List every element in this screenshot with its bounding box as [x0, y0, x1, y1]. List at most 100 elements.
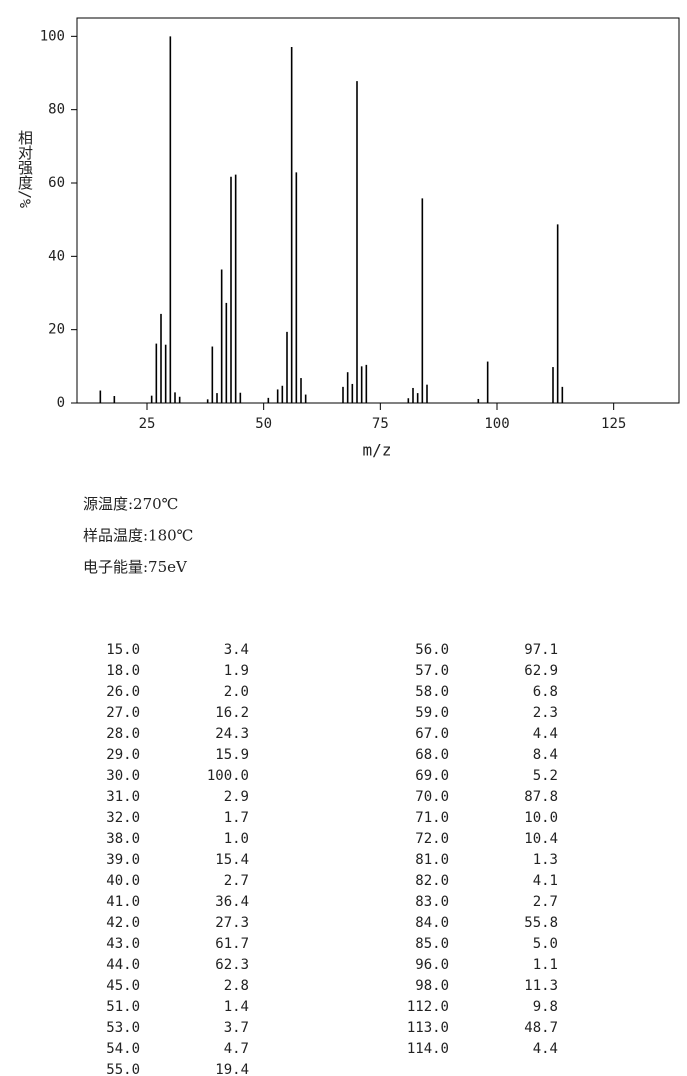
x-tick-label: 100	[484, 416, 509, 432]
intensity-cell: 4.7	[224, 1041, 249, 1057]
x-axis-label: m/z	[363, 441, 392, 460]
intensity-cell: 2.9	[224, 789, 249, 805]
mz-cell: 42.0	[106, 915, 140, 931]
mz-cell: 39.0	[106, 852, 140, 868]
intensity-cell: 87.8	[524, 789, 558, 805]
y-tick-label: 0	[57, 395, 65, 411]
mz-cell: 26.0	[106, 684, 140, 700]
mz-cell: 68.0	[415, 747, 449, 763]
mz-cell: 82.0	[415, 873, 449, 889]
mz-cell: 55.0	[106, 1062, 140, 1076]
intensity-cell: 24.3	[215, 726, 249, 742]
mz-cell: 56.0	[415, 642, 449, 658]
mz-cell: 43.0	[106, 936, 140, 952]
intensity-cell: 48.7	[524, 1020, 558, 1036]
intensity-cell: 11.3	[524, 978, 558, 994]
y-tick-label: 60	[48, 175, 65, 191]
plot-frame	[76, 17, 680, 404]
mz-cell: 44.0	[106, 957, 140, 973]
intensity-cell: 2.0	[224, 684, 249, 700]
intensity-cell: 55.8	[524, 915, 558, 931]
intensity-cell: 6.8	[533, 684, 558, 700]
intensity-cell: 10.0	[524, 810, 558, 826]
mz-cell: 112.0	[407, 999, 449, 1015]
mz-cell: 59.0	[415, 705, 449, 721]
intensity-cell: 62.9	[524, 663, 558, 679]
intensity-cell: 1.3	[533, 852, 558, 868]
intensity-cell: 15.9	[215, 747, 249, 763]
intensity-cell: 1.1	[533, 957, 558, 973]
mz-cell: 69.0	[415, 768, 449, 784]
intensity-cell: 5.0	[533, 936, 558, 952]
mz-cell: 41.0	[106, 894, 140, 910]
mz-cell: 29.0	[106, 747, 140, 763]
y-tick-label: 80	[48, 102, 65, 118]
mz-cell: 45.0	[106, 978, 140, 994]
y-tick-label: 40	[48, 248, 65, 264]
mz-cell: 96.0	[415, 957, 449, 973]
intensity-cell: 10.4	[524, 831, 558, 847]
mz-cell: 72.0	[415, 831, 449, 847]
x-tick-label: 125	[601, 416, 626, 432]
mz-cell: 71.0	[415, 810, 449, 826]
mz-cell: 53.0	[106, 1020, 140, 1036]
intensity-cell: 5.2	[533, 768, 558, 784]
intensity-cell: 27.3	[215, 915, 249, 931]
intensity-cell: 2.8	[224, 978, 249, 994]
mz-cell: 30.0	[106, 768, 140, 784]
mz-cell: 40.0	[106, 873, 140, 889]
intensity-cell: 2.7	[224, 873, 249, 889]
mz-cell: 18.0	[106, 663, 140, 679]
x-tick-label: 25	[139, 416, 156, 432]
intensity-cell: 61.7	[215, 936, 249, 952]
mz-cell: 85.0	[415, 936, 449, 952]
intensity-cell: 97.1	[524, 642, 558, 658]
info-line: 源温度:270℃	[83, 495, 178, 513]
mz-cell: 15.0	[106, 642, 140, 658]
mz-cell: 28.0	[106, 726, 140, 742]
mz-cell: 31.0	[106, 789, 140, 805]
intensity-cell: 19.4	[215, 1062, 249, 1076]
intensity-cell: 4.1	[533, 873, 558, 889]
mz-cell: 54.0	[106, 1041, 140, 1057]
intensity-cell: 1.4	[224, 999, 249, 1015]
intensity-cell: 1.9	[224, 663, 249, 679]
intensity-cell: 9.8	[533, 999, 558, 1015]
mz-cell: 51.0	[106, 999, 140, 1015]
intensity-cell: 100.0	[207, 768, 249, 784]
mz-cell: 58.0	[415, 684, 449, 700]
intensity-cell: 15.4	[215, 852, 249, 868]
intensity-cell: 16.2	[215, 705, 249, 721]
intensity-cell: 4.4	[533, 1041, 558, 1057]
mz-cell: 83.0	[415, 894, 449, 910]
x-tick-label: 50	[255, 416, 272, 432]
intensity-cell: 8.4	[533, 747, 558, 763]
mz-cell: 98.0	[415, 978, 449, 994]
mz-cell: 114.0	[407, 1041, 449, 1057]
y-tick-label: 100	[40, 28, 65, 44]
intensity-cell: 2.3	[533, 705, 558, 721]
intensity-cell: 36.4	[215, 894, 249, 910]
mz-cell: 70.0	[415, 789, 449, 805]
intensity-cell: 2.7	[533, 894, 558, 910]
y-tick-label: 20	[48, 322, 65, 338]
mz-cell: 38.0	[106, 831, 140, 847]
intensity-cell: 62.3	[215, 957, 249, 973]
intensity-cell: 1.0	[224, 831, 249, 847]
mz-cell: 27.0	[106, 705, 140, 721]
y-axis-label: 相对强度/%	[16, 130, 34, 208]
mz-cell: 57.0	[415, 663, 449, 679]
x-tick-label: 75	[372, 416, 389, 432]
info-line: 电子能量:75eV	[83, 558, 188, 576]
intensity-cell: 3.7	[224, 1020, 249, 1036]
intensity-cell: 1.7	[224, 810, 249, 826]
intensity-cell: 3.4	[224, 642, 249, 658]
mz-cell: 113.0	[407, 1020, 449, 1036]
mz-cell: 32.0	[106, 810, 140, 826]
mz-cell: 84.0	[415, 915, 449, 931]
info-line: 样品温度:180℃	[83, 527, 193, 545]
mz-cell: 67.0	[415, 726, 449, 742]
mz-cell: 81.0	[415, 852, 449, 868]
